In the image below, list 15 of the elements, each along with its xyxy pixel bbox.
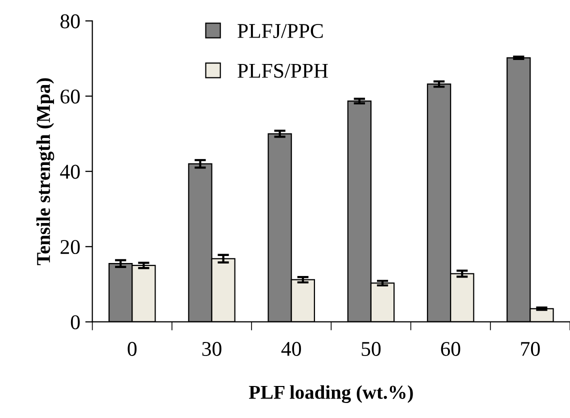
x-tick-label: 50	[362, 342, 381, 356]
x-tick-label: 0	[128, 342, 137, 356]
legend-label: PLFS/PPH	[238, 64, 328, 78]
x-tick-label: 70	[521, 342, 540, 356]
y-tick-label: 0	[70, 315, 80, 330]
x-tick-label: 60	[441, 342, 460, 356]
y-tick-label: 20	[60, 240, 80, 254]
x-tick-label: 30	[202, 342, 222, 356]
y-tick-label: 40	[60, 164, 80, 179]
x-axis-title: PLF loading (wt.%)	[248, 385, 413, 403]
y-tick-label: 80	[60, 14, 80, 28]
y-tick-label: 60	[60, 90, 80, 104]
x-tick-label: 40	[281, 342, 301, 356]
y-axis-title: Tensile strength (Mpa)	[36, 78, 54, 266]
legend-label: PLFJ/PPC	[238, 24, 323, 38]
